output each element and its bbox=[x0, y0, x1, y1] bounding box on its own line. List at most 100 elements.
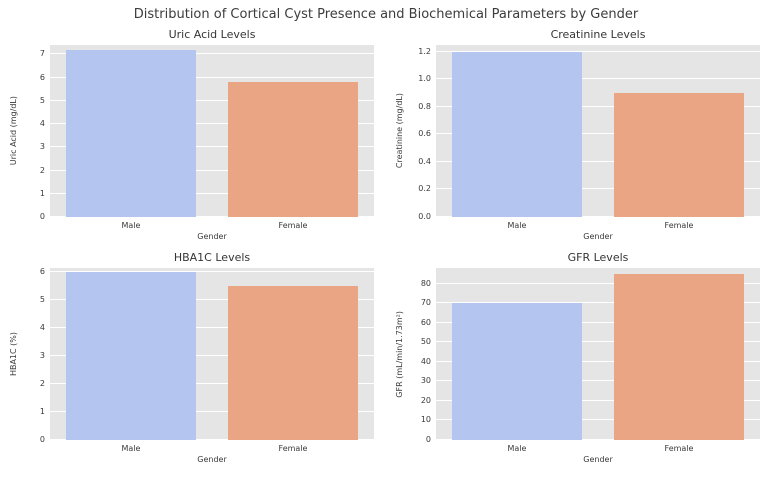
x-tick-label: Female bbox=[664, 221, 694, 230]
gridline bbox=[50, 99, 374, 101]
gridline bbox=[436, 399, 760, 401]
chart-title: HBA1C Levels bbox=[173, 251, 251, 264]
gridline bbox=[50, 169, 374, 171]
y-tick-label: 30 bbox=[420, 376, 431, 386]
x-axis: Male Female Gender bbox=[6, 217, 374, 243]
gridline bbox=[436, 160, 760, 162]
chart-title: Creatinine Levels bbox=[550, 28, 646, 41]
bar-male bbox=[66, 49, 196, 217]
y-tick-label: 3 bbox=[39, 142, 45, 152]
x-axis: Male Female Gender bbox=[392, 440, 760, 466]
gridline bbox=[50, 123, 374, 125]
bar-female bbox=[614, 93, 744, 217]
plot-area bbox=[50, 268, 374, 440]
chart-title: Uric Acid Levels bbox=[168, 28, 256, 41]
y-tick-label: 1 bbox=[39, 407, 45, 417]
x-axis-label: Gender bbox=[197, 455, 227, 464]
gridline bbox=[50, 192, 374, 194]
y-tick-label: 5 bbox=[39, 95, 45, 105]
y-tick-label: 1 bbox=[39, 188, 45, 198]
x-tick-label: Male bbox=[507, 221, 527, 230]
plot-area bbox=[436, 268, 760, 440]
y-tick-label: 7 bbox=[39, 49, 45, 59]
x-axis: Male Female Gender bbox=[6, 440, 374, 466]
y-tick-label: 0 bbox=[39, 212, 45, 221]
x-tick-label: Female bbox=[664, 444, 694, 453]
x-axis-spacer bbox=[392, 217, 436, 243]
gridline bbox=[436, 282, 760, 284]
bar-male bbox=[452, 51, 582, 217]
plot-area bbox=[436, 45, 760, 217]
x-axis-label: Gender bbox=[583, 455, 613, 464]
y-tick-label: 0.8 bbox=[418, 101, 431, 111]
chart-gfr: GFR Levels GFR (mL/min/1.73m²) 0 10 20 30 40 50… bbox=[386, 245, 772, 468]
gridline bbox=[436, 105, 760, 107]
y-tick-label: 6 bbox=[39, 72, 45, 82]
gridline bbox=[436, 380, 760, 382]
gridline bbox=[436, 188, 760, 190]
y-tick-label: 2 bbox=[39, 379, 45, 389]
y-tick-label: 50 bbox=[420, 337, 431, 347]
y-axis-label: Creatinine (mg/dL) bbox=[394, 93, 404, 169]
chart-uric-acid: Uric Acid Levels Uric Acid (mg/dL) 0 1 2 3 4 5 6… bbox=[0, 22, 386, 245]
x-tick-area: Male Female Gender bbox=[436, 440, 760, 466]
gridline bbox=[436, 321, 760, 323]
y-tick-label: 1.2 bbox=[418, 46, 431, 56]
chart-body: HBA1C (%) 0 1 2 3 4 5 6 bbox=[6, 267, 374, 444]
gridline bbox=[50, 439, 374, 440]
x-tick-area: Male Female Gender bbox=[50, 440, 374, 466]
gridline bbox=[50, 271, 374, 273]
gridline bbox=[436, 439, 760, 440]
gridline bbox=[436, 341, 760, 343]
y-axis: 0.0 0.2 0.4 0.6 0.8 1.0 1.2 bbox=[406, 45, 436, 220]
x-tick-label: Male bbox=[121, 444, 141, 453]
chart-creatinine: Creatinine Levels Creatinine (mg/dL) 0.0 0.… bbox=[386, 22, 772, 245]
y-tick-label: 0 bbox=[425, 435, 431, 444]
chart-body: Uric Acid (mg/dL) 0 1 2 3 4 5 6 7 bbox=[6, 45, 374, 221]
x-tick-area: Male Female Gender bbox=[50, 217, 374, 243]
gridline bbox=[50, 383, 374, 385]
y-tick-label: 0.6 bbox=[418, 129, 431, 139]
gridline bbox=[50, 216, 374, 217]
bar-male bbox=[452, 303, 582, 440]
y-tick-label: 1.0 bbox=[418, 74, 431, 84]
bar-male bbox=[66, 272, 196, 440]
y-tick-label: 6 bbox=[39, 267, 45, 277]
x-tick-label: Female bbox=[278, 444, 308, 453]
gridline bbox=[436, 419, 760, 421]
bar-female bbox=[228, 286, 358, 440]
y-axis-label-wrap: GFR (mL/min/1.73m²) bbox=[392, 268, 406, 440]
gridline bbox=[436, 216, 760, 217]
y-axis-label: Uric Acid (mg/dL) bbox=[8, 96, 18, 166]
y-tick-label: 40 bbox=[420, 356, 431, 366]
gridline bbox=[50, 355, 374, 357]
y-tick-label: 0 bbox=[39, 435, 45, 444]
y-axis-label: HBA1C (%) bbox=[8, 331, 18, 377]
gridline bbox=[436, 78, 760, 80]
y-axis-label-wrap: Uric Acid (mg/dL) bbox=[6, 45, 20, 217]
gridline bbox=[50, 411, 374, 413]
y-tick-label: 4 bbox=[39, 323, 45, 333]
y-tick-label: 70 bbox=[420, 298, 431, 308]
y-axis: 0 1 2 3 4 5 6 7 bbox=[20, 45, 50, 221]
gridline bbox=[436, 133, 760, 135]
x-axis-spacer bbox=[6, 440, 50, 466]
y-axis: 0 1 2 3 4 5 6 bbox=[20, 267, 50, 444]
subplot-grid: Uric Acid Levels Uric Acid (mg/dL) 0 1 2 3 4 5 6… bbox=[0, 22, 772, 468]
y-tick-label: 2 bbox=[39, 165, 45, 175]
y-tick-label: 0.2 bbox=[418, 184, 431, 194]
gridline bbox=[436, 302, 760, 304]
y-tick-label: 10 bbox=[420, 415, 431, 425]
x-axis: Male Female Gender bbox=[392, 217, 760, 243]
x-tick-label: Female bbox=[278, 221, 308, 230]
x-axis-label: Gender bbox=[197, 232, 227, 241]
y-tick-label: 60 bbox=[420, 317, 431, 327]
chart-hba1c: HBA1C Levels HBA1C (%) 0 1 2 3 4 5 6 Male Female Ge… bbox=[0, 245, 386, 468]
x-axis-label: Gender bbox=[583, 232, 613, 241]
gridline bbox=[50, 146, 374, 148]
y-tick-label: 80 bbox=[420, 278, 431, 288]
x-tick-label: Male bbox=[121, 221, 141, 230]
y-tick-label: 0.0 bbox=[418, 212, 431, 221]
gridline bbox=[436, 50, 760, 52]
